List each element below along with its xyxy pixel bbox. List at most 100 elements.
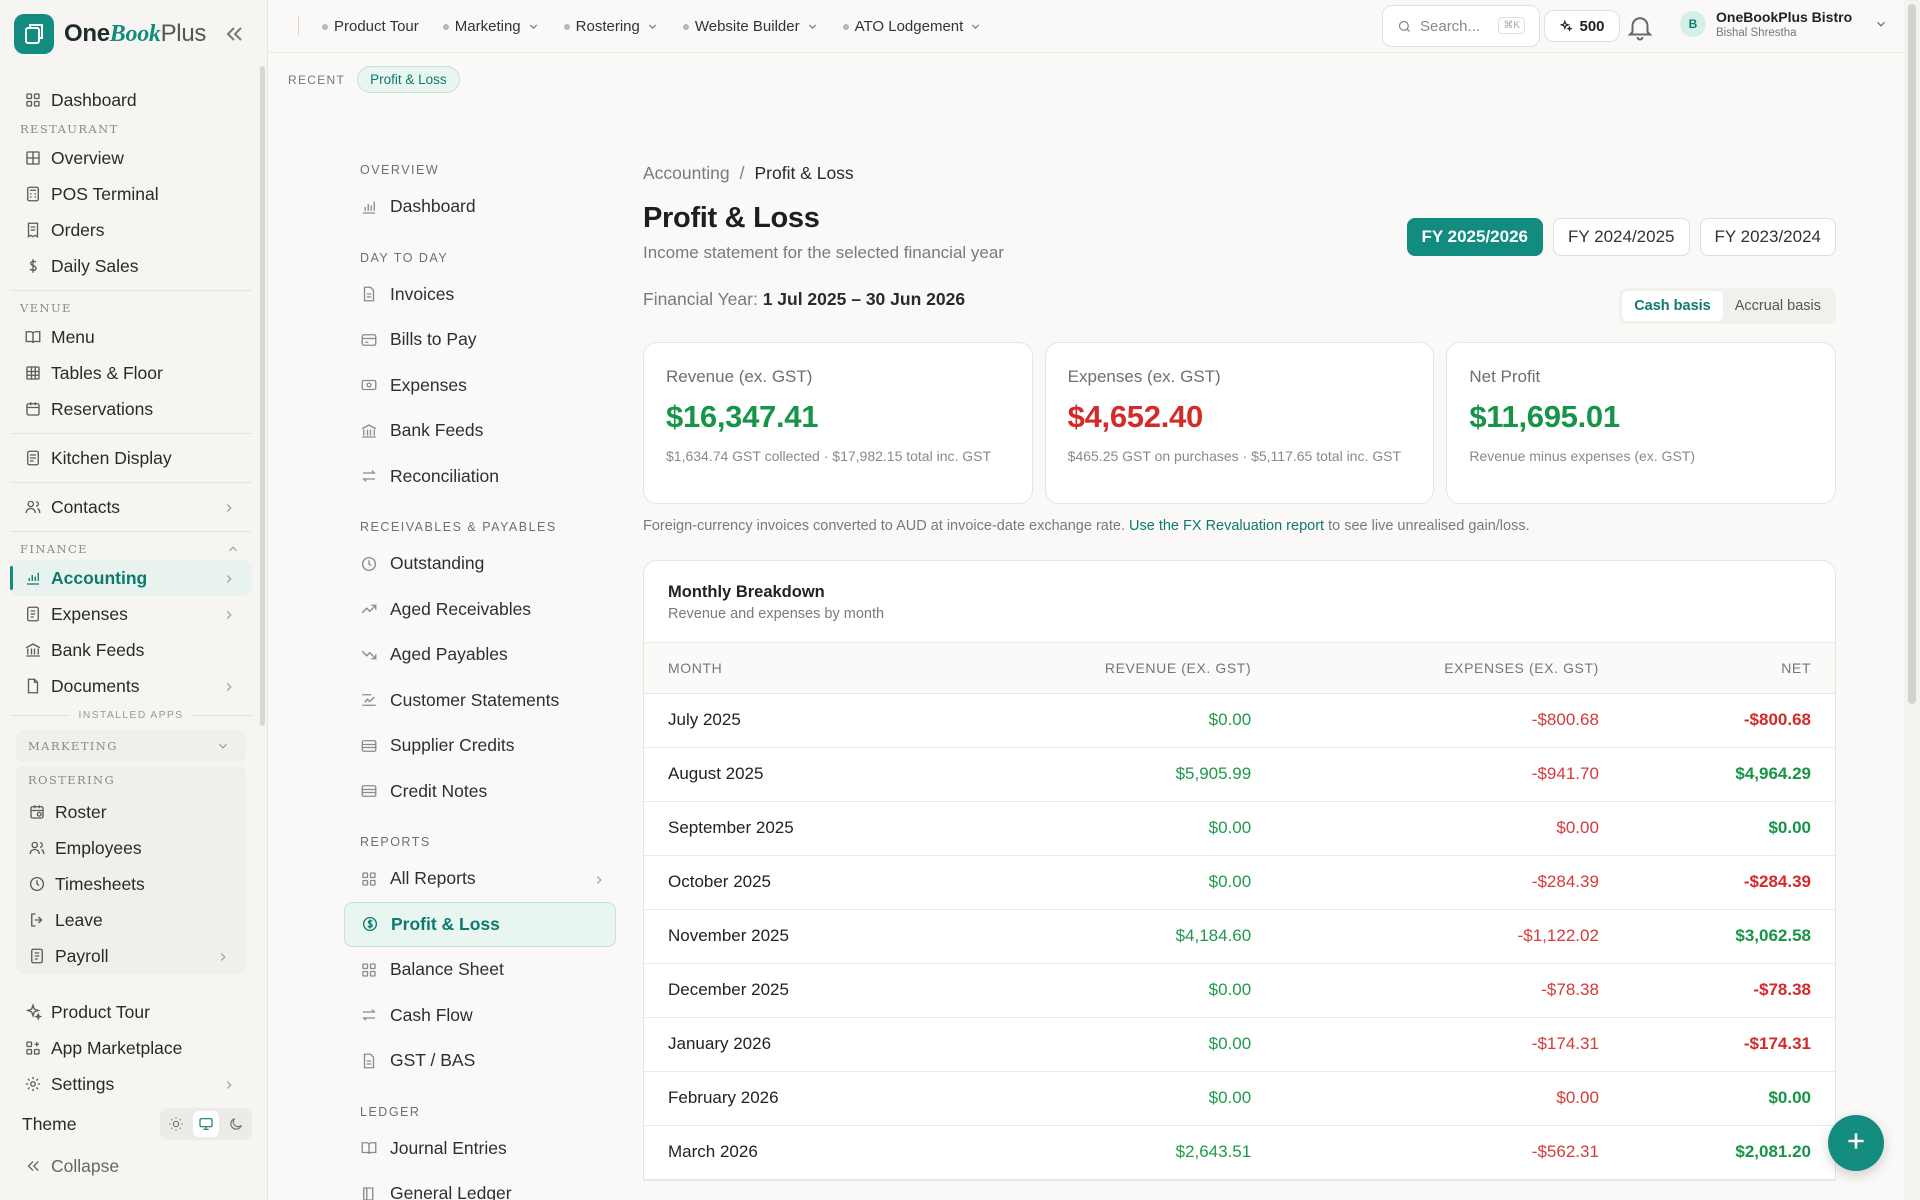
column-net[interactable]: NET: [1622, 643, 1835, 694]
sidebar-item-label: App Marketplace: [51, 1037, 183, 1058]
sidebar-item-employees[interactable]: Employees: [16, 830, 246, 866]
collapse-sidebar-icon[interactable]: [222, 22, 246, 44]
bell-icon[interactable]: [1625, 12, 1655, 42]
subnav-journal-entries[interactable]: Journal Entries: [344, 1126, 616, 1172]
theme-row: Theme: [10, 1102, 252, 1146]
subnav-supplier-credits[interactable]: Supplier Credits: [344, 723, 616, 769]
sidebar-item-daily-sales[interactable]: Daily Sales: [10, 248, 252, 284]
subnav-bank-feeds[interactable]: Bank Feeds: [344, 408, 616, 454]
sidebar-item-menu[interactable]: Menu: [10, 319, 252, 355]
sidebar-item-kitchen-display[interactable]: Kitchen Display: [10, 440, 252, 476]
sidebar-item-tables-floor[interactable]: Tables & Floor: [10, 355, 252, 391]
sidebar-item-app-marketplace[interactable]: App Marketplace: [10, 1030, 252, 1066]
sun-icon[interactable]: [163, 1111, 189, 1137]
table-row[interactable]: September 2025 $0.00 $0.00 $0.00: [644, 801, 1835, 856]
accrual-basis-button[interactable]: Accrual basis: [1734, 298, 1821, 314]
table-row[interactable]: December 2025 $0.00 -$78.38 -$78.38: [644, 963, 1835, 1018]
credits-button[interactable]: 500: [1544, 10, 1620, 42]
column-expenses[interactable]: EXPENSES (EX. GST): [1275, 643, 1623, 694]
fx-note-text: to see live unrealised gain/loss.: [1328, 518, 1530, 534]
tab-fy-2024-2025[interactable]: FY 2024/2025: [1553, 218, 1690, 256]
tab-fy-2025-2026[interactable]: FY 2025/2026: [1406, 218, 1543, 256]
table-row[interactable]: November 2025 $4,184.60 -$1,122.02 $3,062.5…: [644, 909, 1835, 964]
scrollbar-thumb[interactable]: [1908, 4, 1916, 704]
sidebar-item-contacts[interactable]: Contacts: [10, 489, 252, 525]
sidebar-item-expenses[interactable]: Expenses: [10, 596, 252, 632]
subnav-label: Reconciliation: [390, 465, 499, 486]
tab-fy-2023-2024[interactable]: FY 2023/2024: [1699, 218, 1836, 256]
subnav-aged-receivables[interactable]: Aged Receivables: [344, 587, 616, 633]
subnav-credit-notes[interactable]: Credit Notes: [344, 769, 616, 815]
sidebar-item-product-tour[interactable]: Product Tour: [10, 994, 252, 1030]
sidebar-item-dashboard[interactable]: Dashboard: [10, 82, 252, 118]
sidebar-item-overview[interactable]: Overview: [10, 140, 252, 176]
marketing-header[interactable]: MARKETING: [16, 730, 246, 762]
trending-up-icon: [360, 600, 378, 618]
sidebar-item-documents[interactable]: Documents: [10, 668, 252, 704]
sidebar-scrollbar[interactable]: [260, 66, 265, 726]
topbar-ato-lodgement[interactable]: ATO Lodgement: [842, 18, 983, 35]
rostering-label: ROSTERING: [28, 773, 116, 787]
sidebar-item-orders[interactable]: Orders: [10, 212, 252, 248]
table-row[interactable]: March 2026 $2,643.51 -$562.31 $2,081.20: [644, 1125, 1835, 1180]
table-row[interactable]: October 2025 $0.00 -$284.39 -$284.39: [644, 855, 1835, 910]
subnav-expenses[interactable]: Expenses: [344, 363, 616, 409]
sidebar-item-label: Daily Sales: [51, 255, 139, 276]
column-month[interactable]: MONTH: [644, 643, 942, 694]
breadcrumb-accounting[interactable]: Accounting: [643, 162, 730, 183]
sidebar-item-timesheets[interactable]: Timesheets: [16, 866, 246, 902]
search-input[interactable]: [1420, 17, 1492, 35]
page-scrollbar[interactable]: [1904, 0, 1920, 1200]
subnav-label-ledger: LEDGER: [360, 1104, 421, 1119]
subnav-general-ledger[interactable]: General Ledger: [344, 1171, 616, 1200]
add-button[interactable]: [1828, 1115, 1884, 1171]
sidebar-item-leave[interactable]: Leave: [16, 902, 246, 938]
subnav-reconciliation[interactable]: Reconciliation: [344, 454, 616, 500]
sidebar-item-bank-feeds[interactable]: Bank Feeds: [10, 632, 252, 668]
collapse-button[interactable]: Collapse: [10, 1146, 252, 1186]
subnav-profit-loss[interactable]: Profit & Loss: [344, 901, 616, 947]
subnav-all-reports[interactable]: All Reports: [344, 856, 616, 902]
subnav-bills-to-pay[interactable]: Bills to Pay: [344, 317, 616, 363]
subnav-invoices[interactable]: Invoices: [344, 272, 616, 318]
topbar-marketing[interactable]: Marketing: [442, 18, 540, 35]
table-row[interactable]: January 2026 $0.00 -$174.31 -$174.31: [644, 1017, 1835, 1072]
revenue-card: Revenue (ex. GST) $16,347.41 $1,634.74 G…: [643, 342, 1033, 504]
apps-icon: [24, 1039, 42, 1057]
gear-icon: [24, 1075, 42, 1093]
topbar-website-builder[interactable]: Website Builder: [682, 18, 819, 35]
recent-chip-profit-loss[interactable]: Profit & Loss: [357, 66, 460, 93]
subnav-dashboard[interactable]: Dashboard: [344, 184, 616, 230]
topbar-product-tour[interactable]: Product Tour: [322, 18, 419, 35]
sidebar-item-pos-terminal[interactable]: POS Terminal: [10, 176, 252, 212]
subnav-cash-flow[interactable]: Cash Flow: [344, 993, 616, 1039]
sidebar-item-accounting[interactable]: Accounting: [10, 560, 252, 596]
sidebar-divider: [10, 433, 252, 434]
moon-icon[interactable]: [223, 1111, 249, 1137]
search-box[interactable]: ⌘K: [1382, 5, 1540, 47]
sidebar-item-payroll[interactable]: Payroll: [16, 938, 246, 974]
subnav-customer-statements[interactable]: Customer Statements: [344, 678, 616, 724]
account-menu[interactable]: B OneBookPlus Bistro Bishal Shrestha: [1680, 8, 1888, 40]
subnav-gst-bas[interactable]: GST / BAS: [344, 1038, 616, 1084]
column-revenue[interactable]: REVENUE (EX. GST): [941, 643, 1276, 694]
sidebar-item-settings[interactable]: Settings: [10, 1066, 252, 1102]
sidebar-item-reservations[interactable]: Reservations: [10, 391, 252, 427]
table-row[interactable]: February 2026 $0.00 $0.00 $0.00: [644, 1071, 1835, 1126]
sidebar-item-roster[interactable]: Roster: [16, 794, 246, 830]
subnav-outstanding[interactable]: Outstanding: [344, 541, 616, 587]
table-row[interactable]: July 2025 $0.00 -$800.68 -$800.68: [644, 693, 1835, 748]
dot-icon: [682, 23, 689, 30]
subnav-label: Bank Feeds: [390, 420, 484, 441]
app-logo[interactable]: OneBookPlus: [14, 14, 206, 54]
subnav-balance-sheet[interactable]: Balance Sheet: [344, 947, 616, 993]
table-row[interactable]: August 2025 $5,905.99 -$941.70 $4,964.29: [644, 747, 1835, 802]
monitor-icon[interactable]: [193, 1111, 219, 1137]
subnav-aged-payables[interactable]: Aged Payables: [344, 632, 616, 678]
cash-basis-button[interactable]: Cash basis: [1622, 291, 1723, 321]
fx-revaluation-link[interactable]: Use the FX Revaluation report: [1129, 518, 1325, 534]
rostering-header[interactable]: ROSTERING: [16, 766, 246, 794]
topbar-rostering[interactable]: Rostering: [563, 18, 659, 35]
section-label-finance[interactable]: FINANCE: [10, 538, 252, 560]
table-grid-icon: [24, 364, 42, 382]
